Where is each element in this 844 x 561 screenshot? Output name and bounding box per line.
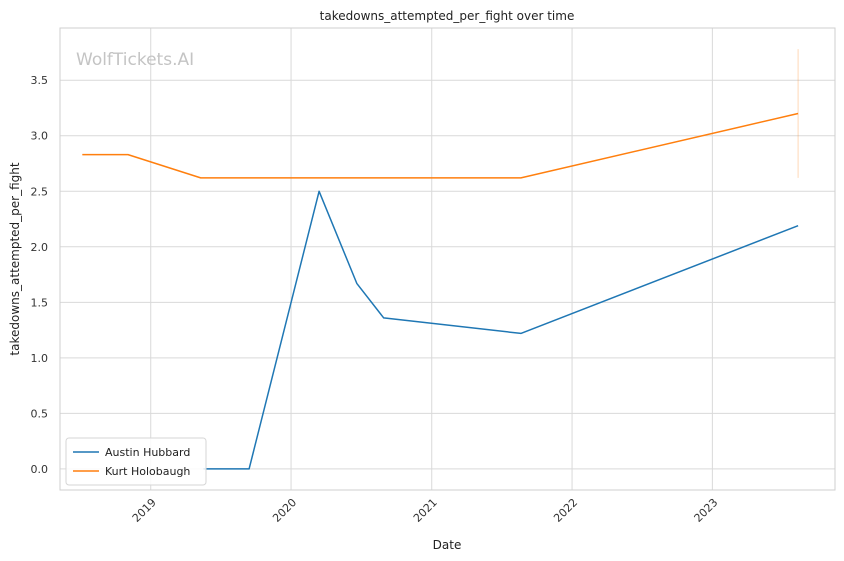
- legend: Austin Hubbard Kurt Holobaugh: [65, 437, 207, 486]
- y-axis-label: takedowns_attempted_per_fight: [8, 162, 22, 355]
- x-tick-label: 2019: [130, 496, 159, 525]
- y-tick-label: 2.5: [31, 185, 49, 198]
- x-tick-label: 2021: [411, 496, 440, 525]
- y-tick-label: 0.0: [31, 463, 49, 476]
- legend-label-kurt-holobaugh: Kurt Holobaugh: [105, 465, 190, 478]
- plot-frame: [59, 27, 836, 491]
- chart-title: takedowns_attempted_per_fight over time: [320, 9, 575, 23]
- series-line-kurt-holobaugh: [82, 112, 799, 179]
- series-line-austin-hubbard: [203, 190, 799, 470]
- y-tick-labels: 0.0 0.5 1.0 1.5 2.0 2.5 3.0 3.5: [31, 74, 49, 476]
- y-tick-label: 0.5: [31, 407, 49, 420]
- watermark: WolfTickets.AI: [76, 50, 194, 70]
- grid-lines: [60, 28, 835, 490]
- legend-label-austin-hubbard: Austin Hubbard: [105, 446, 190, 459]
- y-tick-label: 2.0: [31, 241, 49, 254]
- y-tick-label: 3.0: [31, 130, 49, 143]
- x-tick-label: 2022: [551, 496, 580, 525]
- legend-box: [65, 437, 207, 486]
- x-tick-label: 2023: [691, 496, 720, 525]
- x-tick-label: 2020: [270, 496, 299, 525]
- series-lines: [82, 112, 799, 470]
- x-tick-labels: 2019 2020 2021 2022 2023: [130, 496, 721, 525]
- y-tick-label: 1.5: [31, 296, 49, 309]
- y-tick-label: 3.5: [31, 74, 49, 87]
- x-axis-label: Date: [433, 538, 462, 552]
- y-tick-label: 1.0: [31, 352, 49, 365]
